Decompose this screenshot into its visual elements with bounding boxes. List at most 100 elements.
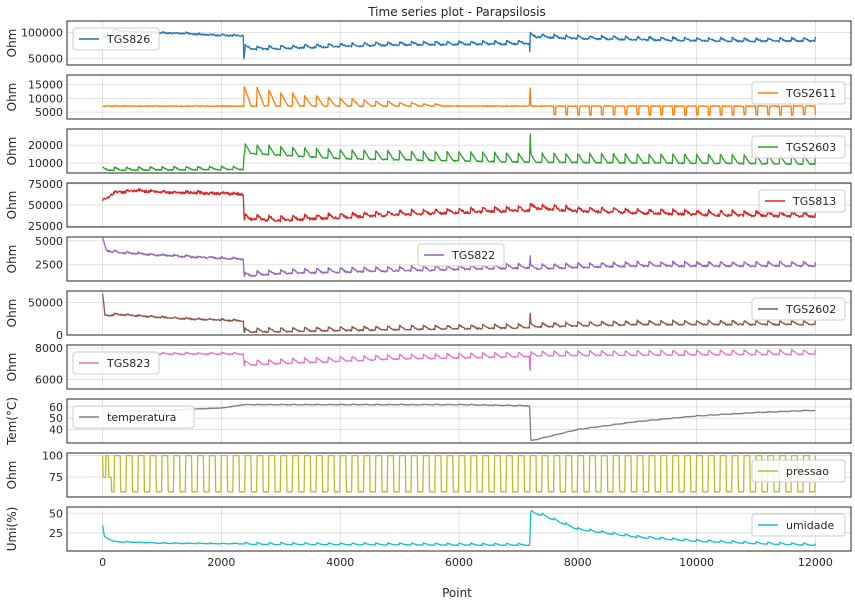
panel-frame [66, 506, 852, 552]
legend-box [751, 513, 846, 537]
legend: temperatura [72, 405, 195, 429]
series-line-TGS826 [102, 27, 817, 60]
legend-box [751, 297, 846, 321]
y-axis-label: Ohm [5, 137, 19, 166]
legend: TGS813 [758, 189, 846, 213]
y-tick-label: 0 [56, 329, 63, 342]
panel-TGS823: 6000 8000 Ohm TGS823 [5, 342, 852, 390]
legend-box [72, 27, 160, 51]
y-axis-label: Ohm [5, 191, 19, 220]
legend: TGS823 [72, 351, 160, 375]
panel-frame [66, 182, 852, 228]
legend-entry: TGS2602 [785, 303, 836, 316]
y-axis-label: Ohm [5, 461, 19, 490]
y-tick-label: 100 [42, 450, 63, 463]
legend-entry: TGS822 [451, 249, 495, 262]
legend-entry: TGS813 [792, 195, 836, 208]
y-tick-label: 50 [49, 507, 63, 520]
panel-frame [66, 20, 852, 66]
x-tick-label: 0 [99, 556, 106, 569]
series-line-TGS813 [101, 188, 817, 223]
y-tick-label: 25000 [28, 220, 63, 233]
chart-title: Time series plot - Parapsilosis [367, 5, 546, 19]
x-tick-label: 4000 [326, 556, 354, 569]
x-axis-label: Point [442, 586, 472, 600]
panel-frame [66, 74, 852, 120]
legend-entry: TGS2611 [785, 87, 836, 100]
panel-frame [66, 290, 852, 336]
y-tick-label: 10000 [28, 157, 63, 170]
legend-entry: pressao [786, 465, 829, 478]
y-tick-label: 40 [49, 423, 63, 436]
y-tick-label: 6000 [35, 374, 63, 387]
legend: TGS2603 [751, 135, 846, 159]
panel-TGS2603: 10000 20000 Ohm TGS2603 [5, 128, 852, 174]
legend-box [751, 135, 846, 159]
series-line-pressao [101, 454, 817, 493]
legend-box [751, 459, 846, 483]
y-tick-label: 20000 [28, 139, 63, 152]
y-tick-label: 10000 [28, 92, 63, 105]
y-tick-label: 5000 [35, 106, 63, 119]
legend-box [751, 81, 846, 105]
panel-frame [66, 398, 852, 444]
panel-frame [66, 128, 852, 174]
y-tick-label: 50000 [28, 297, 63, 310]
legend-box [72, 405, 195, 429]
panel-pressao: 75 100 Ohm pressao [5, 450, 852, 498]
y-tick-label: 50 [49, 412, 63, 425]
legend-box [417, 243, 505, 267]
x-axis: 0 2000 4000 6000 8000 10000 12000 [99, 556, 833, 569]
x-tick-label: 2000 [207, 556, 235, 569]
series-line-TGS2603 [102, 133, 817, 172]
legend-entry: temperatura [107, 411, 176, 424]
panel-frame [66, 344, 852, 390]
x-tick-label: 10000 [679, 556, 714, 569]
panel-umidade: 25 50 Umi(%) umidade [5, 506, 852, 552]
y-tick-label: 50000 [28, 53, 63, 66]
series-line-TGS2611 [102, 86, 817, 116]
panel-TGS822: 2500 5000 Ohm TGS822 [5, 235, 852, 282]
y-tick-label: 100000 [21, 27, 63, 40]
y-tick-label: 15000 [28, 79, 63, 92]
series-line-TGS2602 [101, 293, 817, 334]
legend-entry: TGS823 [106, 357, 150, 370]
x-tick-label: 6000 [445, 556, 473, 569]
panel-frame [66, 236, 852, 282]
legend: TGS2611 [751, 81, 846, 105]
y-axis-label: Ohm [5, 299, 19, 328]
legend-box [72, 351, 160, 375]
panel-TGS813: 25000 50000 75000 Ohm TGS813 [5, 178, 852, 233]
legend: TGS822 [417, 243, 505, 267]
y-tick-label: 75000 [28, 178, 63, 191]
legend-entry: umidade [786, 519, 834, 532]
y-tick-label: 8000 [35, 342, 63, 355]
series-line-umidade [101, 510, 817, 547]
x-tick-label: 8000 [564, 556, 592, 569]
legend-box [758, 189, 846, 213]
legend-entry: TGS2603 [785, 141, 836, 154]
y-tick-label: 50000 [28, 199, 63, 212]
legend: TGS2602 [751, 297, 846, 321]
y-axis-label: Tem(°C) [5, 397, 19, 446]
y-axis-label: Ohm [5, 29, 19, 58]
y-axis-label: Umi(%) [5, 507, 19, 552]
y-axis-label: Ohm [5, 83, 19, 112]
y-tick-label: 60 [49, 401, 63, 414]
y-tick-label: 25 [49, 527, 63, 540]
y-tick-label: 2500 [35, 259, 63, 272]
panel-TGS2602: 0 50000 Ohm TGS2602 [5, 290, 852, 342]
panel-frame [66, 452, 852, 498]
x-tick-label: 12000 [798, 556, 833, 569]
y-tick-label: 75 [49, 471, 63, 484]
y-tick-label: 5000 [35, 235, 63, 248]
legend: TGS826 [72, 27, 160, 51]
legend: pressao [751, 459, 846, 483]
series-line-TGS823 [102, 348, 817, 372]
y-axis-label: Ohm [5, 353, 19, 382]
y-axis-label: Ohm [5, 245, 19, 274]
